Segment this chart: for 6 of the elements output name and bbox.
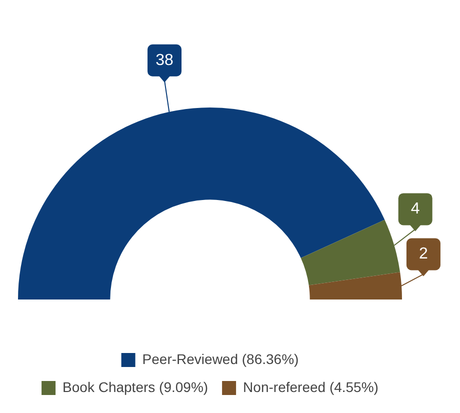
legend-label: Book Chapters (9.09%): [62, 378, 208, 395]
data-label: 2: [419, 246, 428, 263]
data-label: 38: [156, 52, 174, 69]
legend-label: Non-refereed (4.55%): [243, 378, 378, 395]
legend-label: Peer-Reviewed (86.36%): [142, 350, 299, 367]
data-label: 4: [410, 200, 420, 218]
